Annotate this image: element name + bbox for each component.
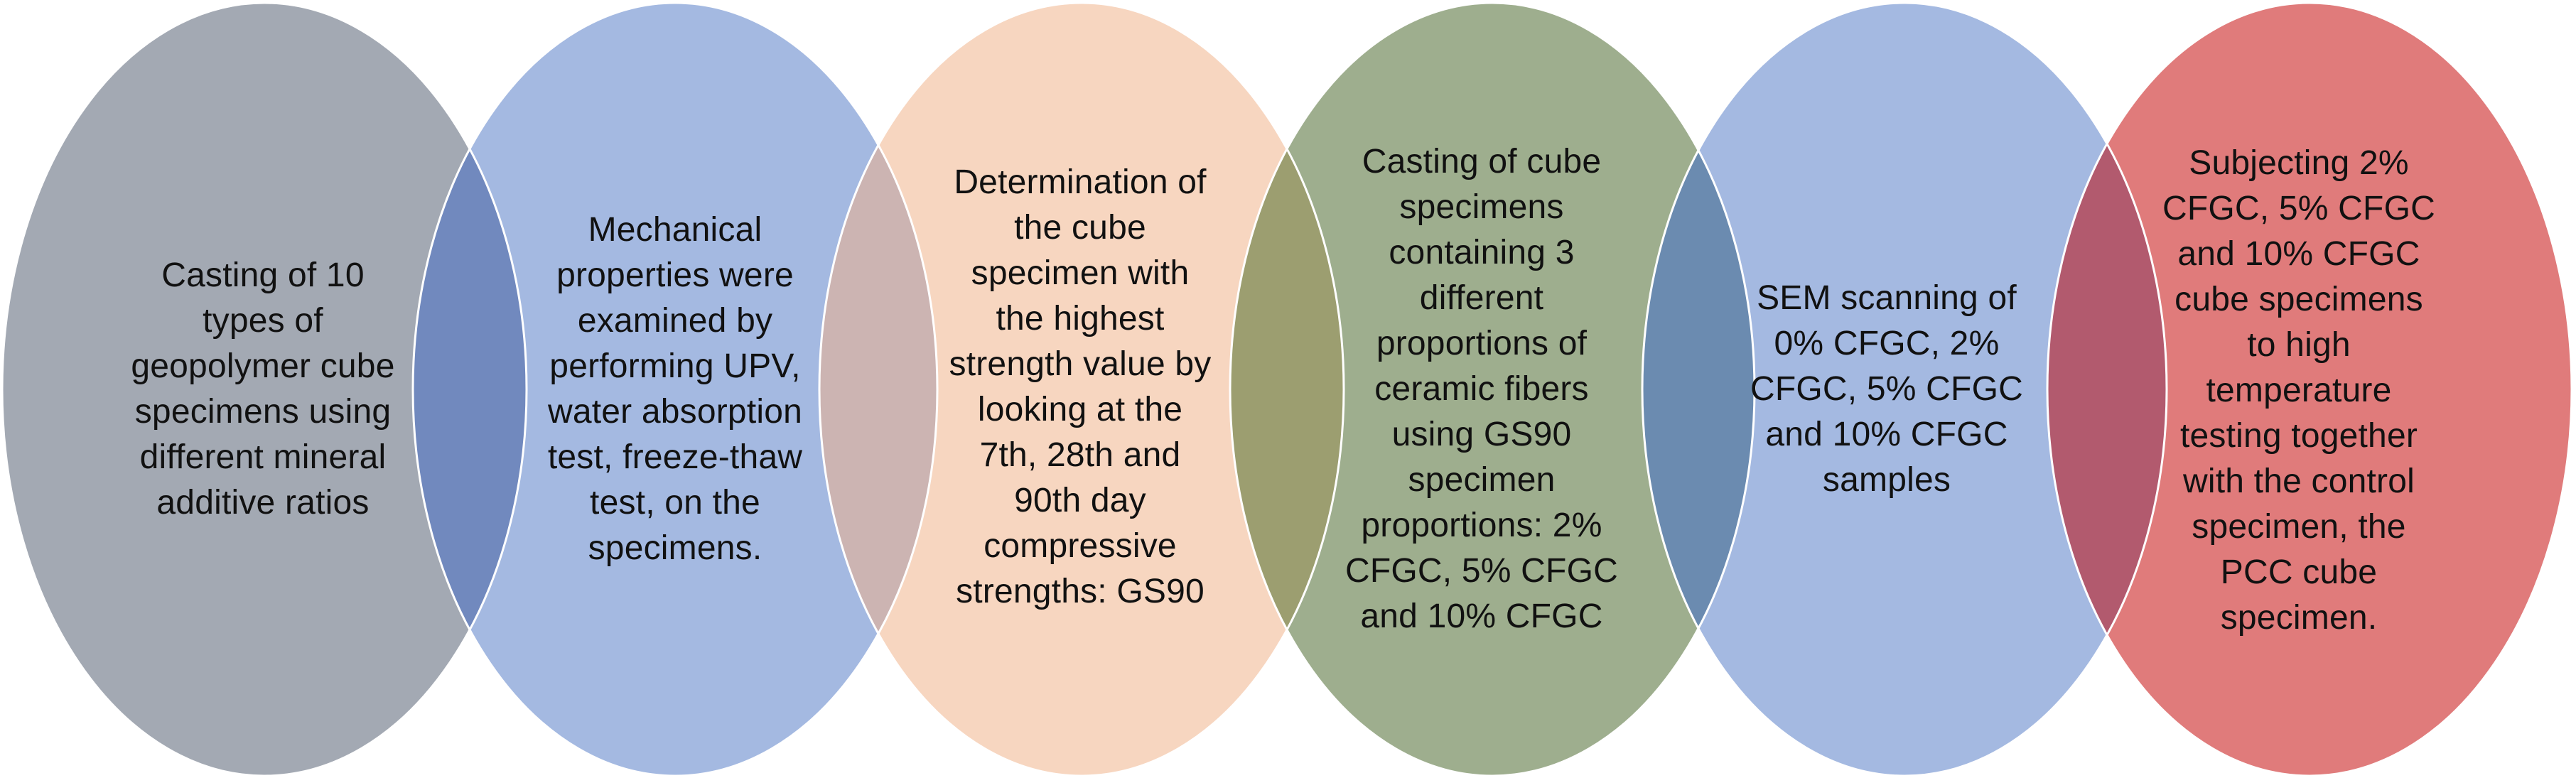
step-3-line-4: the highest — [996, 300, 1165, 337]
step-3-line-7: 7th, 28th and — [979, 436, 1181, 474]
step-1-line-3: geopolymer cube — [131, 347, 395, 385]
step-2-line-1: Mechanical — [588, 210, 762, 249]
step-4-line-3: containing 3 — [1389, 233, 1575, 271]
step-4-line-4: different — [1419, 279, 1544, 317]
step-2-ellipse — [412, 2, 938, 777]
step-3-text: Determination of the cube specimen with … — [917, 142, 1244, 632]
step-6-ellipse — [2047, 2, 2572, 777]
step-6-line-1: Subjecting 2% — [2189, 144, 2409, 182]
step-2-text: Mechanical properties were examined by p… — [512, 199, 839, 579]
step-4-lines: Casting of cube specimens containing 3 d… — [1345, 139, 1618, 639]
step-4-line-1: Casting of cube — [1362, 142, 1602, 180]
step-5-line-5: samples — [1822, 460, 1951, 499]
step-1-outline — [1, 1, 528, 777]
step-3-line-2: the cube — [1014, 209, 1146, 247]
step-5-line-2: 0% CFGC, 2% — [1774, 324, 2000, 362]
step-3-outline — [818, 1, 1345, 777]
step-3-lines: Determination of the cube specimen with … — [949, 160, 1212, 615]
step-4-line-8: specimen — [1408, 460, 1556, 499]
step-2-line-7: test, on the — [590, 483, 760, 522]
step-4-line-11: and 10% CFGC — [1360, 597, 1603, 635]
step-5-ellipse — [1642, 2, 2167, 777]
step-6-line-11: specimen. — [2220, 599, 2378, 637]
step-4-text: Casting of cube specimens containing 3 d… — [1318, 121, 1645, 657]
step-6-line-8: with the control — [2182, 463, 2415, 500]
step-6-outline — [2046, 1, 2573, 777]
step-1-lines: Casting of 10 types of geopolymer cube s… — [131, 253, 394, 526]
step-2-line-2: properties were — [556, 256, 794, 294]
step-6-line-4: cube specimens — [2174, 281, 2423, 318]
step-1-line-5: different mineral — [139, 438, 387, 476]
step-6-line-5: to high — [2247, 326, 2351, 364]
step-6-line-10: PCC cube — [2220, 553, 2378, 591]
step-4-outline — [1229, 1, 1756, 777]
step-3-line-9: compressive — [983, 527, 1177, 565]
step-3-line-6: looking at the — [977, 391, 1183, 428]
step-2-line-8: specimens. — [588, 529, 762, 567]
step-6-line-9: specimen, the — [2192, 508, 2406, 546]
step-2-line-3: examined by — [577, 301, 773, 340]
step-5-lines: SEM scanning of 0% CFGC, 2% CFGC, 5% CFG… — [1750, 276, 2023, 503]
step-3-line-5: strength value by — [949, 345, 1212, 383]
step-3-line-3: specimen with — [971, 254, 1190, 292]
step-2-outline — [411, 1, 939, 777]
step-6-lines: Subjecting 2% CFGC, 5% CFGC and 10% CFGC… — [2162, 141, 2435, 641]
step-6-line-2: CFGC, 5% CFGC — [2162, 190, 2435, 227]
step-6-line-6: temperature — [2206, 372, 2392, 409]
step-3-line-8: 90th day — [1014, 482, 1146, 519]
step-5-line-4: and 10% CFGC — [1765, 415, 2008, 453]
step-5-outline — [1641, 1, 2168, 777]
step-4-line-9: proportions: 2% — [1361, 506, 1602, 544]
step-3-ellipse — [819, 2, 1344, 777]
step-1-line-2: types of — [203, 301, 323, 340]
step-1-line-1: Casting of 10 — [161, 256, 365, 294]
step-1-line-6: additive ratios — [156, 483, 370, 522]
step-4-line-6: ceramic fibers — [1374, 369, 1589, 408]
step-3-line-1: Determination of — [954, 163, 1207, 201]
step-2-line-5: water absorption — [547, 392, 803, 431]
step-5-line-3: CFGC, 5% CFGC — [1750, 369, 2023, 408]
step-1-text: Casting of 10 types of geopolymer cube s… — [114, 213, 412, 565]
step-6-text: Subjecting 2% CFGC, 5% CFGC and 10% CFGC… — [2139, 124, 2459, 657]
step-4-ellipse — [1229, 2, 1755, 777]
step-4-line-2: specimens — [1399, 188, 1564, 226]
step-4-line-5: proportions of — [1376, 324, 1588, 362]
step-5-text: SEM scanning of 0% CFGC, 2% CFGC, 5% CFG… — [1734, 263, 2039, 515]
step-4-line-7: using GS90 — [1391, 415, 1572, 453]
step-2-line-6: test, freeze-thaw — [547, 438, 803, 476]
step-2-lines: Mechanical properties were examined by p… — [548, 207, 802, 571]
step-1-line-4: specimens using — [134, 392, 392, 431]
step-6-line-3: and 10% CFGC — [2177, 235, 2420, 273]
step-1-ellipse — [1, 2, 527, 777]
step-6-line-7: testing together — [2179, 417, 2418, 455]
step-3-line-10: strengths: GS90 — [956, 573, 1205, 610]
step-2-line-4: performing UPV, — [549, 347, 801, 385]
step-4-line-10: CFGC, 5% CFGC — [1345, 551, 1618, 590]
step-5-line-1: SEM scanning of — [1757, 279, 2017, 317]
